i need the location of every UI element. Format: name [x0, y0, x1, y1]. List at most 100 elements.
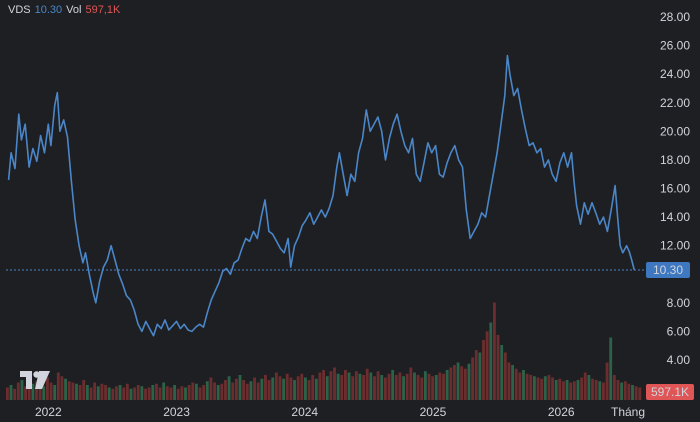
- price-tick-label: 24.00: [660, 67, 690, 81]
- volume-bar: [311, 375, 315, 400]
- volume-bar: [449, 367, 453, 400]
- volume-bar: [460, 366, 464, 400]
- volume-bar: [612, 375, 616, 400]
- volume-bar: [282, 378, 286, 400]
- volume-bar: [354, 371, 358, 400]
- volume-bar: [194, 383, 198, 400]
- volume-bar: [627, 383, 631, 400]
- volume-bar: [405, 373, 409, 400]
- volume-bar: [155, 383, 158, 400]
- volume-bar: [329, 371, 333, 400]
- volume-bar: [587, 375, 591, 400]
- volume-bar: [118, 385, 122, 400]
- volume-bar: [369, 372, 373, 400]
- volume-bar: [75, 383, 78, 400]
- last-volume-badge: [646, 384, 694, 400]
- volume-bar: [562, 381, 565, 400]
- volume-bar: [38, 385, 42, 400]
- price-line: [7, 54, 636, 337]
- volume-bar: [271, 377, 275, 400]
- volume-bar: [423, 371, 427, 400]
- volume-bar: [496, 335, 500, 400]
- volume-bar: [358, 373, 362, 400]
- volume-bar: [394, 375, 398, 400]
- volume-bar: [620, 382, 624, 400]
- volume-bar: [380, 375, 384, 400]
- volume-bar: [602, 382, 605, 400]
- volume-bar: [489, 322, 493, 400]
- volume-bar: [623, 381, 627, 400]
- volume-bar: [482, 340, 485, 400]
- volume-bar: [245, 383, 249, 400]
- volume-bar: [554, 380, 558, 400]
- volume-bar: [572, 381, 576, 400]
- volume-bars: [6, 302, 642, 400]
- volume-bar: [340, 375, 344, 400]
- volume-bar: [351, 376, 355, 400]
- volume-bar: [205, 381, 209, 400]
- volume-bar: [27, 387, 31, 400]
- volume-bar: [184, 387, 187, 400]
- volume-bar: [518, 372, 522, 400]
- volume-bar: [198, 387, 202, 400]
- time-tick-label: 2024: [291, 405, 318, 419]
- volume-bar: [129, 388, 133, 400]
- time-tick-label: Tháng: [611, 405, 645, 419]
- volume-bar: [558, 378, 562, 400]
- legend-vol-value: 597,1K: [85, 4, 121, 16]
- volume-bar: [256, 382, 260, 400]
- volume-bar: [64, 378, 67, 400]
- volume-bar: [456, 362, 460, 400]
- volume-bar: [365, 368, 369, 400]
- volume-bar: [100, 383, 104, 400]
- volume-bar: [376, 371, 380, 400]
- price-tick-label: 14.00: [660, 210, 690, 224]
- volume-bar: [136, 385, 140, 400]
- price-tick-label: 26.00: [660, 39, 690, 53]
- volume-bar: [565, 380, 569, 400]
- volume-bar: [373, 376, 376, 400]
- volume-bar: [594, 380, 598, 400]
- price-tick-label: 18.00: [660, 153, 690, 167]
- volume-bar: [260, 378, 264, 400]
- volume-bar: [122, 387, 126, 400]
- volume-bar: [278, 376, 282, 400]
- volume-bar: [580, 377, 584, 400]
- volume-bar: [532, 376, 536, 400]
- volume-bar: [216, 385, 220, 400]
- volume-bar: [169, 387, 173, 400]
- price-tick-label: 20.00: [660, 124, 690, 138]
- volume-bar: [409, 367, 413, 400]
- legend-symbol[interactable]: VDS: [8, 4, 31, 16]
- axis-badges: 10.30 597.1K: [646, 261, 694, 400]
- volume-bar: [158, 387, 162, 400]
- volume-bar: [307, 380, 311, 400]
- volume-bar: [16, 382, 20, 400]
- tradingview-icon[interactable]: [20, 371, 50, 389]
- chart-legend: VDS 10.30 Vol 597,1K: [8, 4, 124, 16]
- volume-bar: [609, 337, 613, 400]
- volume-bar: [631, 385, 634, 400]
- volume-bar: [576, 380, 580, 400]
- volume-bar: [514, 368, 518, 400]
- volume-bar: [427, 373, 431, 400]
- volume-bar: [176, 388, 180, 400]
- volume-bar: [522, 370, 525, 400]
- volume-bar: [289, 377, 293, 400]
- volume-bar: [471, 357, 475, 400]
- volume-bar: [115, 386, 118, 400]
- volume-bar: [13, 388, 17, 400]
- volume-bar: [133, 387, 137, 400]
- volume-bar: [111, 388, 115, 400]
- volume-bar: [53, 385, 57, 400]
- volume-bar: [536, 377, 540, 400]
- legend-vol-label: Vol: [66, 4, 82, 16]
- volume-bar: [529, 375, 533, 400]
- volume-bar: [71, 382, 75, 400]
- price-axis[interactable]: 28.00 26.00 24.00 22.00 20.00 18.00 16.00 14.00…: [660, 10, 690, 367]
- time-axis[interactable]: 2022 2023 2024 2025 2026 Tháng: [35, 405, 645, 419]
- price-tick-label: 16.00: [660, 182, 690, 196]
- price-tick-label: 8.00: [667, 296, 691, 310]
- volume-bar: [42, 386, 46, 400]
